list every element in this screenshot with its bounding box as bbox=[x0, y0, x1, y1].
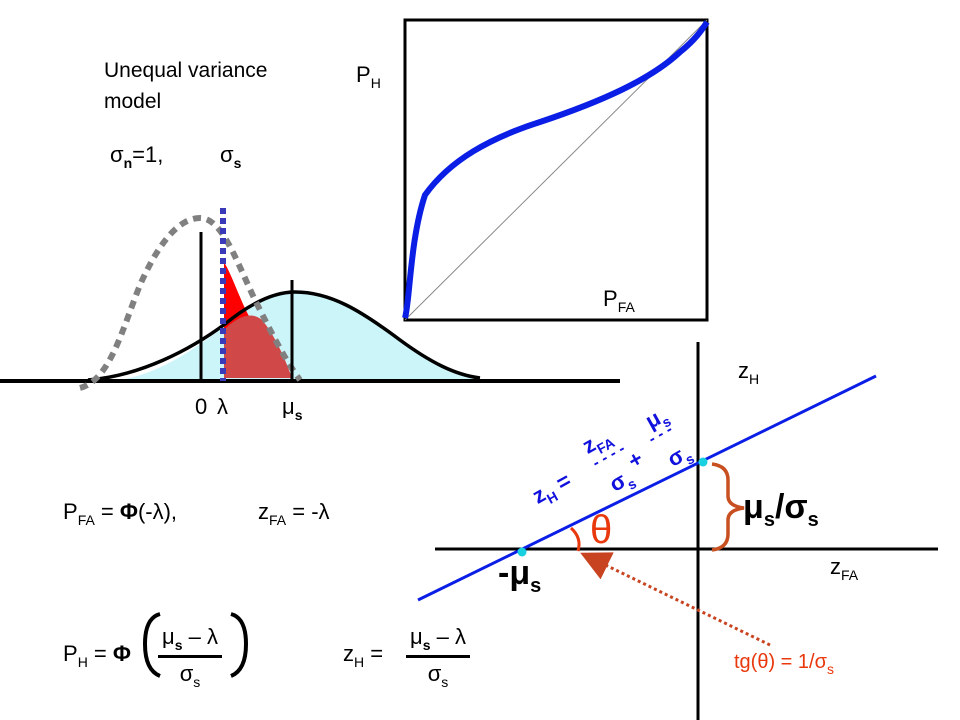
x-intercept-dot bbox=[517, 547, 527, 557]
model-title-line1: Unequal variance bbox=[104, 59, 268, 82]
roc-frame bbox=[403, 18, 709, 322]
formula-zh-lhs: zH = bbox=[343, 641, 384, 670]
z-plot-y-label: zH bbox=[738, 358, 760, 387]
formula-ph-fraction: μs – λ σs bbox=[158, 624, 222, 690]
y-intercept-dot bbox=[698, 457, 708, 467]
sigma-n-label: σn=1, bbox=[110, 142, 164, 171]
roc-curve bbox=[402, 20, 710, 319]
ph-left-paren bbox=[142, 612, 161, 678]
axis-zero-label: 0 bbox=[195, 394, 208, 419]
theta-label: θ bbox=[590, 508, 613, 552]
theta-arc bbox=[569, 526, 581, 552]
ph-right-paren bbox=[230, 612, 249, 678]
axis-lambda-label: λ bbox=[217, 394, 228, 419]
formula-zfa: zFA = -λ bbox=[258, 499, 330, 528]
roc-x-label: PFA bbox=[603, 286, 635, 315]
formula-pfa: PFA = Φ(-λ), bbox=[63, 499, 178, 528]
signal-distribution-fill bbox=[118, 292, 478, 382]
formula-ph-numerator: μs – λ bbox=[158, 624, 222, 658]
z-plot-x-label: zFA bbox=[830, 554, 859, 583]
signal-distribution-curve bbox=[87, 290, 481, 382]
slope-arrow bbox=[580, 552, 771, 647]
noise-distribution-curve bbox=[78, 214, 303, 391]
axis-mu-label: μs bbox=[282, 394, 303, 423]
sigma-s-label: σs bbox=[220, 142, 242, 171]
model-title-line2: model bbox=[104, 90, 162, 113]
y-intercept-label: μs/σs bbox=[743, 488, 819, 531]
intercept-brace bbox=[711, 462, 745, 552]
roc-y-label: PH bbox=[356, 62, 381, 91]
z-plot-line bbox=[417, 374, 877, 602]
slope-note: tg(θ) = 1/σs bbox=[734, 651, 834, 677]
formula-zh-fraction: μs – λ σs bbox=[406, 624, 470, 690]
formula-zh-denominator: σs bbox=[427, 661, 449, 690]
formula-ph-lhs: PH = Φ bbox=[63, 641, 131, 670]
x-intercept-label: -μs bbox=[498, 554, 542, 597]
formula-zh-numerator: μs – λ bbox=[406, 624, 470, 658]
formula-ph-denominator: σs bbox=[179, 661, 201, 690]
false-alarm-area-fill bbox=[224, 315, 292, 378]
